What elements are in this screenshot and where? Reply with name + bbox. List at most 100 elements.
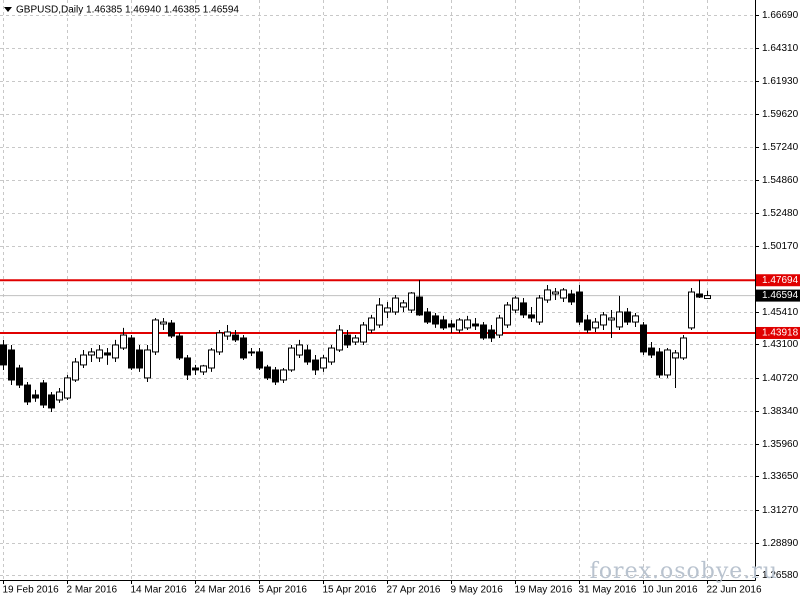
x-tick-label: 9 May 2016 — [451, 585, 504, 596]
y-tick-label: 1.64310 — [762, 43, 799, 54]
y-tick-label: 1.61930 — [762, 76, 799, 87]
candle-body — [152, 319, 159, 353]
candle-body — [304, 349, 311, 363]
candle-body — [8, 349, 15, 381]
y-tick-label: 1.28890 — [762, 538, 799, 549]
candle-body — [360, 324, 367, 343]
candle-body — [120, 334, 127, 349]
candle-body — [200, 365, 207, 373]
candle-body — [296, 344, 303, 356]
candle-body — [272, 369, 279, 383]
candle-body — [616, 311, 623, 328]
candle-body — [704, 295, 711, 300]
candle-body — [464, 319, 471, 329]
candle-body — [536, 297, 543, 323]
candle-body — [640, 324, 647, 353]
y-tick-label: 1.57240 — [762, 142, 799, 153]
candle-body — [144, 349, 151, 379]
y-tick-label: 1.59620 — [762, 109, 799, 120]
x-tick-label: 22 Jun 2016 — [707, 585, 762, 596]
candle-body — [352, 337, 359, 343]
y-tick-label: 1.45410 — [762, 307, 799, 318]
y-tick-label: 1.33650 — [762, 471, 799, 482]
candle-body — [216, 332, 223, 353]
x-tick-label: 24 Mar 2016 — [195, 585, 252, 596]
candle-body — [96, 349, 103, 359]
candle-body — [64, 377, 71, 399]
menu-icon[interactable] — [4, 7, 12, 12]
candle-body — [488, 329, 495, 339]
y-tick-label: 1.43100 — [762, 339, 799, 350]
candle-body — [664, 349, 671, 376]
candle-body — [568, 293, 575, 303]
current-price-label: 1.46594 — [762, 290, 799, 301]
candle-body — [160, 321, 167, 325]
x-tick-label: 27 Apr 2016 — [387, 585, 441, 596]
candle-body — [528, 314, 535, 319]
x-tick-label: 31 May 2016 — [579, 585, 637, 596]
y-tick-label: 1.35960 — [762, 439, 799, 450]
candle-body — [240, 337, 247, 359]
candle-body — [544, 289, 551, 301]
candle-body — [80, 354, 87, 366]
candle-body — [136, 349, 143, 369]
candle-body — [328, 347, 335, 363]
candle-body — [672, 352, 679, 359]
level-label: 1.43918 — [762, 328, 799, 339]
candle-body — [24, 384, 31, 403]
candle-body — [320, 357, 327, 369]
candle-body — [264, 366, 271, 379]
candle-body — [104, 352, 111, 356]
candle-body — [88, 351, 95, 356]
x-tick-label: 14 Mar 2016 — [131, 585, 188, 596]
candle-body — [384, 307, 391, 313]
level-label-box — [756, 274, 800, 287]
candle-body — [168, 322, 175, 337]
candle-body — [56, 391, 63, 401]
level-label: 1.47694 — [762, 275, 799, 286]
x-tick-label: 2 Mar 2016 — [67, 585, 118, 596]
candle-body — [520, 302, 527, 316]
candle-body — [696, 293, 703, 298]
candle-body — [456, 319, 463, 331]
candle-body — [552, 291, 559, 295]
candle-body — [480, 324, 487, 339]
candle-body — [608, 317, 615, 321]
y-tick-label: 1.26580 — [762, 570, 799, 581]
y-tick-label: 1.66690 — [762, 10, 799, 21]
candle-body — [392, 297, 399, 313]
y-tick-label: 1.50170 — [762, 241, 799, 252]
candle-body — [232, 334, 239, 341]
candle-body — [432, 315, 439, 325]
candle-body — [344, 334, 351, 346]
candle-body — [0, 344, 7, 366]
candle-body — [600, 314, 607, 326]
candle-body — [592, 321, 599, 329]
candle-body — [496, 317, 503, 336]
candle-body — [648, 347, 655, 356]
candle-body — [560, 289, 567, 299]
candle-body — [400, 302, 407, 308]
candle-body — [624, 311, 631, 323]
level-label-box — [756, 326, 800, 339]
candle-body — [512, 297, 519, 311]
candle-body — [656, 351, 663, 376]
y-tick-label: 1.40720 — [762, 373, 799, 384]
candle-body — [632, 315, 639, 323]
levels — [0, 279, 755, 334]
candle-body — [472, 323, 479, 327]
candle-body — [32, 394, 39, 399]
y-tick-label: 1.54860 — [762, 175, 799, 186]
candle-body — [40, 382, 47, 406]
candle-body — [408, 292, 415, 311]
candle-body — [368, 317, 375, 331]
candles — [0, 280, 711, 412]
candle-body — [112, 344, 119, 359]
candle-body — [72, 361, 79, 381]
candle-body — [280, 369, 287, 381]
candle-body — [680, 337, 687, 359]
axes: 1.66690 1.64310 1.61930 1.59620 1.57240 1.548… — [3, 10, 800, 596]
x-tick-label: 19 Feb 2016 — [3, 585, 60, 596]
